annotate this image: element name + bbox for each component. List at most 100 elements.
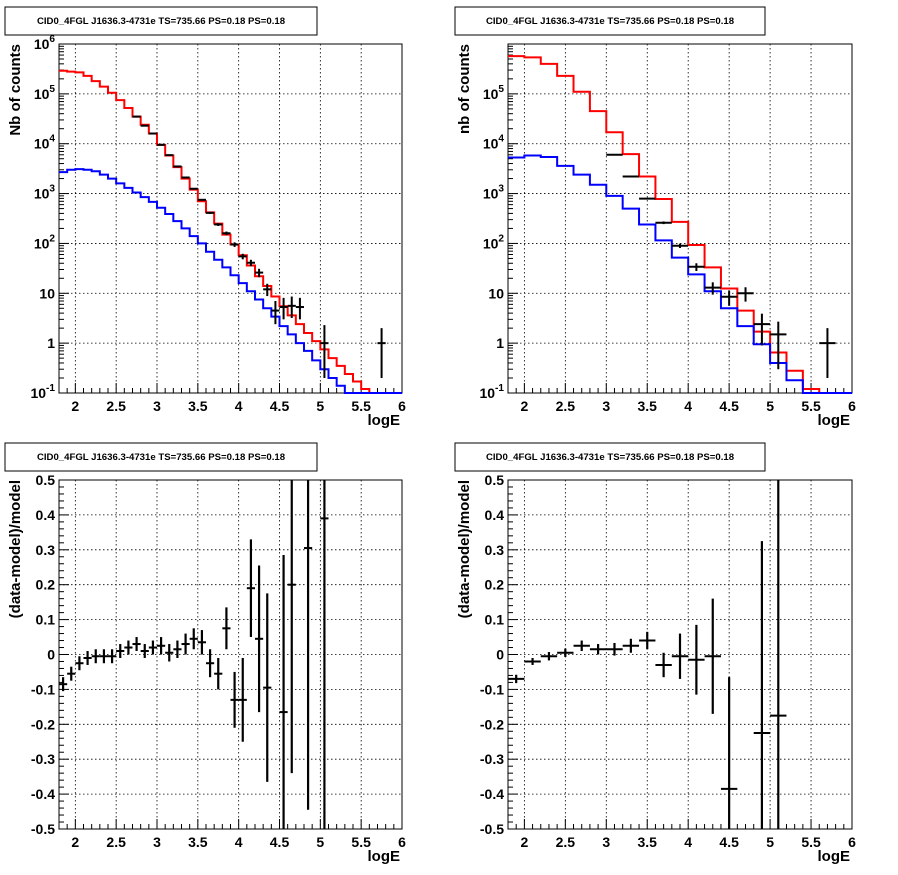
tick-label: 10: [39, 285, 55, 301]
data-points: [132, 115, 386, 378]
tick-label: 105: [483, 84, 505, 102]
x-tick-label: 5.5: [351, 834, 371, 850]
x-tick-label: 5.5: [351, 398, 371, 414]
y-axis-label: (data-model)/model: [456, 480, 473, 618]
chart-panel-4: CID0_4FGL J1636.3-4731e TS=735.66 PS=0.1…: [454, 442, 856, 865]
x-tick-label: 3: [153, 834, 161, 850]
x-tick-label: 2: [71, 834, 79, 850]
histogram-series-2: [59, 168, 402, 394]
tick-label: 104: [34, 134, 56, 152]
tick-label: -0.3: [480, 751, 504, 767]
plot-frame: [507, 43, 853, 394]
tick-label: 104: [483, 134, 505, 152]
plot-area: [59, 480, 402, 829]
residual-points: [508, 480, 787, 829]
tick-label: -0.3: [31, 751, 55, 767]
tick-label: 0.2: [485, 577, 505, 593]
x-tick-label: 3.5: [188, 398, 208, 414]
tick-label: 0.4: [485, 507, 505, 523]
tick-label: 10: [488, 285, 504, 301]
x-tick-label: 4.5: [719, 834, 739, 850]
y-axis-label: nb of counts: [456, 44, 473, 134]
x-tick-label: 4: [235, 398, 243, 414]
x-tick-label: 3.5: [638, 834, 658, 850]
chart-title: CID0_4FGL J1636.3-4731e TS=735.66 PS=0.1…: [486, 452, 735, 463]
x-tick-label: 4: [684, 834, 692, 850]
y-axis-label: (data-model)/model: [7, 480, 24, 618]
x-tick-label: 2: [71, 398, 79, 414]
tick-label: 105: [34, 84, 56, 102]
x-tick-label: 4: [235, 834, 243, 850]
tick-label: 0.3: [36, 542, 56, 558]
x-tick-label: 4.5: [719, 398, 739, 414]
tick-label: 0.5: [36, 472, 56, 488]
residual-points: [59, 480, 329, 829]
x-tick-label: 5.5: [801, 834, 821, 850]
tick-label: 0.1: [485, 612, 505, 628]
x-tick-label: 6: [398, 398, 406, 414]
plot-frame: [507, 479, 853, 830]
chart-panel-2: CID0_4FGL J1636.3-4731e TS=735.66 PS=0.1…: [454, 6, 856, 429]
x-tick-label: 3.5: [188, 834, 208, 850]
plot-frame: [58, 479, 403, 830]
x-tick-label: 2.5: [106, 834, 126, 850]
tick-label: 103: [483, 184, 505, 202]
tick-label: 0.3: [485, 542, 505, 558]
x-tick-label: 2.5: [106, 398, 126, 414]
x-tick-label: 6: [398, 834, 406, 850]
histogram-series-1: [59, 69, 402, 394]
x-tick-label: 6: [848, 834, 856, 850]
x-tick-label: 5: [766, 834, 774, 850]
x-axis-label: logE: [818, 412, 851, 429]
x-tick-label: 4: [684, 398, 692, 414]
x-tick-label: 3: [602, 398, 610, 414]
tick-label: 0.4: [36, 507, 56, 523]
tick-label: 0: [47, 647, 55, 663]
x-tick-label: 3: [153, 398, 161, 414]
tick-label: -0.1: [480, 681, 504, 697]
x-tick-label: 2: [520, 398, 528, 414]
y-axis-label: Nb of counts: [7, 44, 24, 136]
tick-label: -0.5: [31, 821, 55, 837]
tick-label: 10-1: [30, 383, 55, 401]
x-tick-label: 3: [602, 834, 610, 850]
chart-panel-1: CID0_4FGL J1636.3-4731e TS=735.66 PS=0.1…: [4, 6, 406, 429]
tick-label: 0.1: [36, 612, 56, 628]
tick-label: -0.2: [31, 716, 55, 732]
x-axis-label: logE: [818, 848, 851, 865]
chart-title: CID0_4FGL J1636.3-4731e TS=735.66 PS=0.1…: [37, 16, 286, 27]
x-tick-label: 5.5: [801, 398, 821, 414]
tick-label: 10-1: [479, 383, 504, 401]
x-tick-label: 5: [766, 398, 774, 414]
chart-title: CID0_4FGL J1636.3-4731e TS=735.66 PS=0.1…: [486, 16, 735, 27]
chart-title-box: [4, 442, 318, 472]
x-tick-label: 6: [848, 398, 856, 414]
plot-area: [508, 44, 852, 393]
tick-label: 102: [483, 233, 505, 251]
tick-label: 102: [34, 233, 56, 251]
tick-label: 0.5: [485, 472, 505, 488]
tick-label: 106: [34, 34, 56, 52]
chart-panel-3: CID0_4FGL J1636.3-4731e TS=735.66 PS=0.1…: [4, 442, 406, 865]
tick-label: 0.2: [36, 577, 56, 593]
tick-label: -0.2: [480, 716, 504, 732]
chart-title: CID0_4FGL J1636.3-4731e TS=735.66 PS=0.1…: [37, 452, 286, 463]
plot-frame: [58, 43, 403, 394]
tick-label: 1: [496, 335, 504, 351]
histogram-series-1: [508, 55, 852, 394]
tick-label: 0: [496, 647, 504, 663]
tick-label: -0.1: [31, 681, 55, 697]
plot-area: [59, 44, 402, 393]
x-axis-label: logE: [368, 412, 401, 429]
chart-title-box: [454, 6, 766, 36]
tick-label: -0.5: [480, 821, 504, 837]
x-tick-label: 3.5: [638, 398, 658, 414]
data-points: [606, 153, 836, 378]
tick-label: 1: [47, 335, 55, 351]
x-tick-label: 5: [316, 398, 324, 414]
tick-label: -0.4: [480, 786, 504, 802]
x-tick-label: 4.5: [270, 834, 290, 850]
tick-label: 103: [34, 184, 56, 202]
x-axis-label: logE: [368, 848, 401, 865]
